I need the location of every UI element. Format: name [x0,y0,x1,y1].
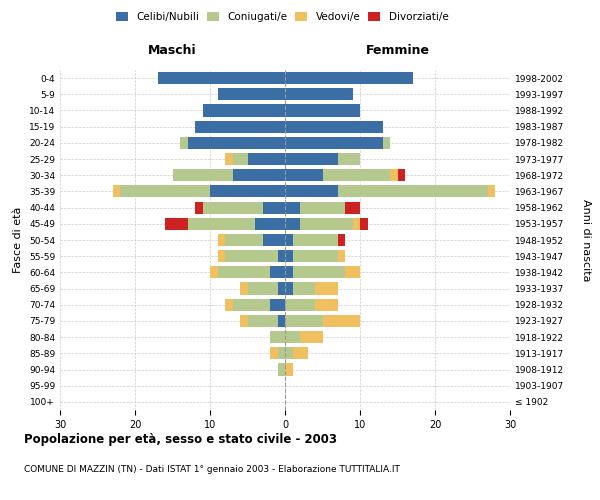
Y-axis label: Fasce di età: Fasce di età [13,207,23,273]
Bar [270,266,285,278]
Bar [300,202,345,213]
Bar [285,202,300,213]
Bar [277,282,285,294]
Bar [113,186,120,198]
Bar [315,298,337,311]
Bar [173,169,233,181]
Bar [270,348,277,360]
Bar [293,348,308,360]
Bar [203,104,285,117]
Bar [285,250,293,262]
Bar [337,186,487,198]
Bar [293,266,345,278]
Bar [323,315,360,327]
Bar [195,120,285,132]
Bar [285,348,293,360]
Bar [263,202,285,213]
Bar [203,202,263,213]
Bar [383,137,390,149]
Bar [225,234,263,246]
Text: Femmine: Femmine [365,44,430,57]
Bar [240,315,248,327]
Bar [285,298,315,311]
Bar [210,266,218,278]
Bar [218,234,225,246]
Bar [233,169,285,181]
Bar [285,331,300,343]
Text: Popolazione per età, sesso e stato civile - 2003: Popolazione per età, sesso e stato civil… [24,432,337,446]
Bar [285,137,383,149]
Bar [360,218,367,230]
Bar [285,120,383,132]
Bar [337,234,345,246]
Bar [233,298,270,311]
Bar [285,169,323,181]
Bar [263,234,285,246]
Bar [285,282,293,294]
Bar [285,72,413,84]
Bar [187,137,285,149]
Bar [277,250,285,262]
Bar [225,298,233,311]
Bar [285,315,323,327]
Bar [195,202,203,213]
Text: Maschi: Maschi [148,44,197,57]
Bar [218,266,270,278]
Bar [285,88,353,101]
Bar [248,153,285,165]
Bar [285,186,337,198]
Bar [218,88,285,101]
Bar [225,153,233,165]
Bar [293,282,315,294]
Bar [285,104,360,117]
Bar [285,266,293,278]
Bar [255,218,285,230]
Bar [248,282,277,294]
Bar [337,153,360,165]
Bar [277,364,285,376]
Bar [315,282,337,294]
Bar [277,348,285,360]
Bar [353,218,360,230]
Bar [210,186,285,198]
Bar [285,364,293,376]
Bar [345,266,360,278]
Bar [337,250,345,262]
Bar [293,234,337,246]
Legend: Celibi/Nubili, Coniugati/e, Vedovi/e, Divorziati/e: Celibi/Nubili, Coniugati/e, Vedovi/e, Di… [113,10,451,24]
Bar [293,250,337,262]
Text: COMUNE DI MAZZIN (TN) - Dati ISTAT 1° gennaio 2003 - Elaborazione TUTTITALIA.IT: COMUNE DI MAZZIN (TN) - Dati ISTAT 1° ge… [24,465,400,474]
Bar [240,282,248,294]
Bar [285,218,300,230]
Bar [165,218,187,230]
Bar [487,186,495,198]
Y-axis label: Anni di nascita: Anni di nascita [581,198,591,281]
Bar [218,250,225,262]
Bar [120,186,210,198]
Bar [248,315,277,327]
Bar [180,137,187,149]
Bar [233,153,248,165]
Bar [300,218,353,230]
Bar [323,169,390,181]
Bar [187,218,255,230]
Bar [285,153,337,165]
Bar [157,72,285,84]
Bar [390,169,398,181]
Bar [300,331,323,343]
Bar [225,250,277,262]
Bar [270,331,285,343]
Bar [345,202,360,213]
Bar [270,298,285,311]
Bar [285,234,293,246]
Bar [398,169,405,181]
Bar [277,315,285,327]
